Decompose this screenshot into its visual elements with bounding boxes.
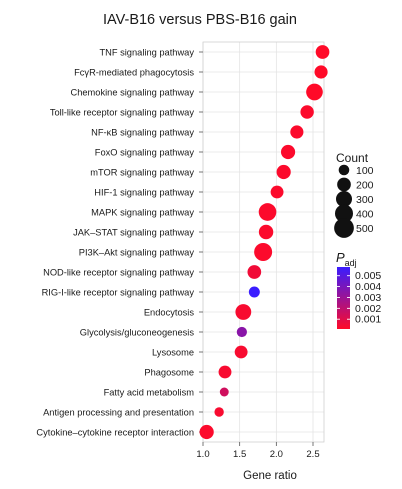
data-point bbox=[254, 243, 273, 261]
y-tick-label: NOD-like receptor signaling pathway bbox=[43, 268, 194, 278]
x-axis-title: Gene ratio bbox=[243, 470, 297, 482]
data-point bbox=[300, 105, 314, 119]
data-point bbox=[314, 65, 328, 79]
y-tick-label: FoxO signaling pathway bbox=[95, 148, 195, 158]
data-point bbox=[258, 203, 277, 221]
padj-tick-label: 0.002 bbox=[355, 303, 381, 315]
y-tick-label: Antigen processing and presentation bbox=[43, 408, 194, 418]
y-tick-label: Glycolysis/gluconeogenesis bbox=[80, 328, 195, 338]
x-tick-label: 2.5 bbox=[306, 449, 319, 460]
padj-tick-label: 0.003 bbox=[355, 292, 381, 304]
data-point bbox=[270, 185, 284, 199]
y-tick-label: MAPK signaling pathway bbox=[91, 208, 194, 218]
y-tick-label: mTOR signaling pathway bbox=[90, 168, 194, 178]
y-tick-label: Phagosome bbox=[144, 368, 194, 378]
y-tick-label: HIF-1 signaling pathway bbox=[94, 188, 194, 198]
y-tick-label: NF-κB signaling pathway bbox=[91, 128, 194, 138]
count-legend-circle bbox=[335, 190, 353, 208]
count-legend-circle bbox=[338, 164, 350, 176]
x-tick-label: 2.0 bbox=[270, 449, 283, 460]
data-point bbox=[219, 387, 229, 397]
padj-tick-label: 0.004 bbox=[355, 281, 381, 293]
padj-tick-label: 0.005 bbox=[355, 270, 381, 282]
count-legend-label: 200 bbox=[356, 180, 374, 192]
count-legend-label: 400 bbox=[356, 209, 374, 221]
padj-tick-label: 0.001 bbox=[355, 314, 381, 326]
count-legend-label: 100 bbox=[356, 165, 374, 177]
y-tick-label: Toll-like receptor signaling pathway bbox=[50, 108, 195, 118]
padj-legend-title: Padj bbox=[336, 250, 357, 268]
count-size-legend: Count 100 200 300 400 500 bbox=[334, 151, 374, 238]
data-point bbox=[235, 304, 252, 320]
data-point bbox=[258, 224, 274, 240]
y-axis-labels: TNF signaling pathway FcγR-mediated phago… bbox=[36, 48, 203, 438]
data-point bbox=[218, 365, 232, 379]
data-point bbox=[280, 144, 296, 160]
count-legend-label: 500 bbox=[356, 223, 374, 235]
y-tick-label: RIG-I-like receptor signaling pathway bbox=[42, 288, 195, 298]
y-tick-label: Chemokine signaling pathway bbox=[70, 88, 194, 98]
data-point bbox=[247, 265, 262, 279]
data-points bbox=[199, 45, 330, 440]
x-axis-tick-labels: 1.0 1.5 2.0 2.5 bbox=[196, 442, 320, 460]
y-tick-label: PI3K–Akt signaling pathway bbox=[79, 248, 195, 258]
count-legend-circle bbox=[334, 218, 354, 238]
data-point bbox=[248, 286, 260, 298]
y-tick-label: Lysosome bbox=[152, 348, 194, 358]
chart-title: IAV-B16 versus PBS-B16 gain bbox=[103, 12, 297, 28]
data-point bbox=[214, 407, 224, 417]
data-point bbox=[315, 45, 330, 59]
count-legend-label: 300 bbox=[356, 194, 374, 206]
data-point bbox=[234, 345, 248, 359]
x-tick-label: 1.5 bbox=[233, 449, 246, 460]
plot-grid bbox=[202, 42, 324, 442]
data-point bbox=[236, 326, 247, 338]
padj-legend-title-sub: adj bbox=[345, 258, 357, 268]
data-point bbox=[276, 164, 291, 180]
y-tick-label: JAK–STAT signaling pathway bbox=[73, 228, 194, 238]
x-tick-label: 1.0 bbox=[196, 449, 209, 460]
y-tick-label: TNF signaling pathway bbox=[99, 48, 194, 58]
count-legend-circle bbox=[335, 204, 353, 223]
count-legend-circle bbox=[337, 177, 351, 192]
count-legend-title: Count bbox=[336, 151, 369, 165]
y-tick-label: Cytokine–cytokine receptor interaction bbox=[36, 428, 194, 438]
data-point bbox=[290, 125, 304, 139]
data-point bbox=[306, 83, 323, 101]
plot-panel bbox=[202, 41, 325, 443]
y-tick-label: FcγR-mediated phagocytosis bbox=[74, 68, 194, 78]
padj-legend-title-main: P bbox=[336, 250, 345, 265]
y-tick-label: Endocytosis bbox=[144, 308, 194, 318]
padj-colorbar bbox=[337, 267, 350, 329]
data-point bbox=[199, 424, 214, 440]
y-tick-label: Fatty acid metabolism bbox=[104, 388, 195, 398]
